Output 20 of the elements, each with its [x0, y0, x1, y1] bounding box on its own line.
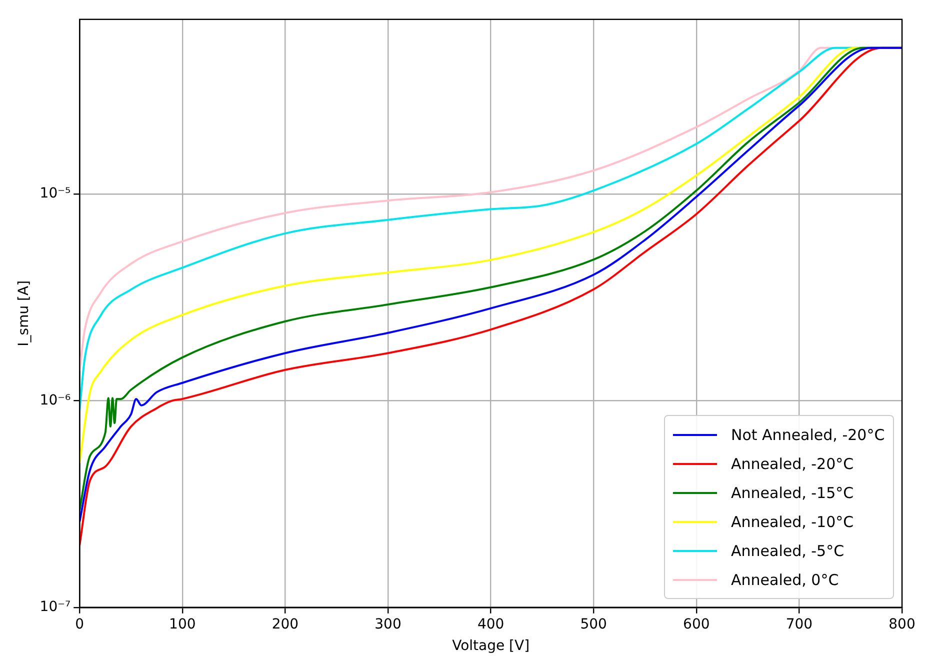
legend-label: Annealed, 0°C	[731, 570, 839, 589]
x-tick-label: 700	[786, 616, 813, 632]
x-tick-label: 400	[477, 616, 504, 632]
x-axis-title: Voltage [V]	[452, 638, 530, 654]
y-tick-label: 10⁻⁵	[40, 186, 71, 202]
legend-label: Annealed, -20°C	[731, 454, 854, 473]
x-tick-label: 300	[374, 616, 402, 632]
legend-label: Annealed, -15°C	[731, 484, 854, 502]
legend-label: Annealed, -10°C	[731, 512, 854, 531]
x-tick-label: 200	[272, 616, 299, 632]
y-tick-label: 10⁻⁶	[40, 392, 71, 408]
y-axis-title: I_smu [A]	[16, 280, 32, 346]
x-tick-label: 0	[75, 616, 84, 632]
x-tick-label: 600	[683, 616, 710, 632]
x-tick-label: 500	[580, 616, 607, 632]
legend-label: Not Annealed, -20°C	[731, 426, 885, 444]
x-tick-label: 800	[888, 616, 916, 632]
legend-label: Annealed, -5°C	[731, 542, 844, 560]
y-tick-label: 10⁻⁷	[40, 599, 71, 616]
x-tick-label: 100	[169, 616, 196, 632]
